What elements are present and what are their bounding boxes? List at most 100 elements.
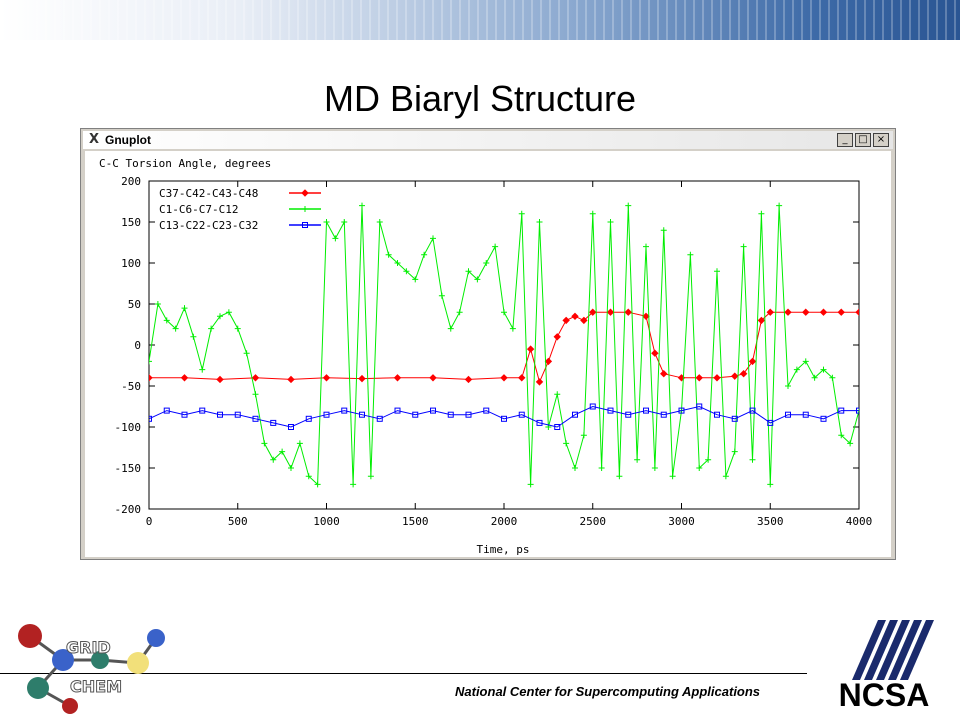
series-1-point: [216, 375, 224, 384]
plot-canvas: C-C Torsion Angle, degrees Time, ps 0 500…: [85, 151, 891, 557]
axis-ticks: 0 500 1000 1500 2000 2500 3000 3500 400020015010…: [115, 175, 873, 528]
legend: C37-C42-C43-C48 C1-C6-C7-C12 C13-C22-C23-C…: [159, 187, 321, 232]
series-2-point: [572, 465, 578, 471]
series-3-point: [288, 424, 294, 430]
series-1-point: [651, 349, 659, 357]
window-titlebar[interactable]: X Gnuplot _ □ ×: [83, 131, 893, 149]
gnuplot-window[interactable]: X Gnuplot _ □ × C-C Torsion Angle, degre…: [80, 128, 896, 560]
gridchem-logo: GRID CHEM: [18, 624, 165, 714]
series-3-point: [643, 407, 649, 414]
series-2-point: [527, 481, 534, 488]
series-2-point: [181, 305, 188, 312]
y-tick-label: -50: [121, 380, 141, 393]
series-3-point: [163, 407, 170, 414]
x-window-icon: X: [89, 132, 100, 147]
series-2-point: [536, 219, 543, 225]
series-2-point: [279, 448, 286, 455]
series-2-point: [634, 456, 641, 463]
series-2-line: [149, 205, 859, 486]
series-3-point: [536, 419, 543, 426]
series-3-point: [359, 411, 365, 418]
series-2-point: [243, 350, 250, 357]
y-tick-label: 0: [134, 339, 141, 352]
footer-rule: [0, 673, 807, 674]
series-2-point: [785, 383, 791, 389]
y-tick-label: 150: [121, 216, 141, 229]
series-3-point: [838, 407, 845, 414]
series-1-point: [660, 369, 668, 378]
series-1-point: [695, 374, 703, 382]
series-1-point: [500, 374, 508, 382]
series-2-point: [305, 473, 312, 480]
series-1-point: [251, 374, 260, 382]
series-1-point: [589, 308, 597, 316]
series-2-point: [252, 391, 259, 398]
series-2-point: [625, 202, 632, 209]
series-2-point: [563, 440, 570, 447]
series-2-point: [643, 243, 649, 250]
series-2-point: [474, 276, 481, 283]
series-2-point: [359, 202, 365, 209]
series-1-point: [526, 345, 535, 353]
series-1-point: [837, 308, 845, 316]
footer-text: National Center for Supercomputing Appli…: [455, 684, 761, 699]
series-3-point: [696, 403, 703, 410]
series-2-point: [456, 309, 463, 316]
y-tick-label: 100: [121, 257, 141, 270]
series-2-point: [811, 374, 818, 381]
series-2-point: [847, 440, 854, 447]
series-3-point: [820, 415, 827, 422]
series-2-point: [270, 456, 277, 463]
series-1-point: [571, 312, 579, 321]
series-3-point: [625, 411, 632, 418]
series-1-point: [784, 308, 792, 316]
series-2-point: [731, 448, 738, 455]
series-2-point: [190, 333, 197, 340]
series-3-point: [217, 411, 223, 418]
series-3-point: [323, 411, 330, 418]
x-tick-label: 3000: [668, 515, 695, 528]
series-2: [149, 202, 859, 488]
series-3-point: [199, 407, 206, 414]
series-3-point: [518, 411, 525, 418]
series-2-point: [367, 473, 374, 480]
y-tick-label: 50: [128, 298, 141, 311]
series-2-point: [172, 325, 179, 332]
series-2-point: [332, 235, 339, 242]
logo-chem-text: CHEM: [70, 677, 122, 696]
series-3-point: [305, 415, 312, 422]
top-banner: [0, 0, 960, 40]
series-1: [149, 308, 859, 386]
series-3-point: [572, 411, 578, 418]
x-tick-label: 2000: [491, 515, 518, 528]
series-2-point: [403, 268, 410, 275]
series-1-point: [393, 374, 402, 382]
close-button[interactable]: ×: [873, 133, 889, 147]
series-2-point: [501, 309, 507, 316]
series-2-point: [350, 481, 357, 488]
series-1-point: [802, 308, 810, 316]
series-3-point: [714, 411, 720, 418]
x-tick-label: 1000: [313, 515, 340, 528]
series-3-point: [802, 411, 809, 418]
legend-label: C1-C6-C7-C12: [159, 203, 238, 216]
legend-label: C37-C42-C43-C48: [159, 187, 258, 200]
series-2-point: [722, 473, 729, 480]
series-2-point: [394, 260, 401, 266]
series-3-point: [465, 411, 472, 418]
series-2-point: [199, 366, 206, 373]
series-1-point: [766, 308, 774, 316]
series-3-point: [412, 411, 419, 418]
ncsa-logo: NCSA: [839, 618, 936, 713]
minimize-button[interactable]: _: [837, 133, 853, 147]
series-3-point: [554, 424, 561, 430]
series-2-point: [802, 358, 809, 365]
series-3-point: [181, 411, 188, 418]
maximize-button[interactable]: □: [855, 133, 871, 147]
series-3-point: [234, 411, 241, 418]
series-2-point: [225, 309, 232, 316]
series-3-point: [376, 415, 383, 422]
series-2-point: [776, 202, 783, 209]
series-3-point: [394, 407, 401, 414]
series-2-point: [412, 276, 419, 283]
